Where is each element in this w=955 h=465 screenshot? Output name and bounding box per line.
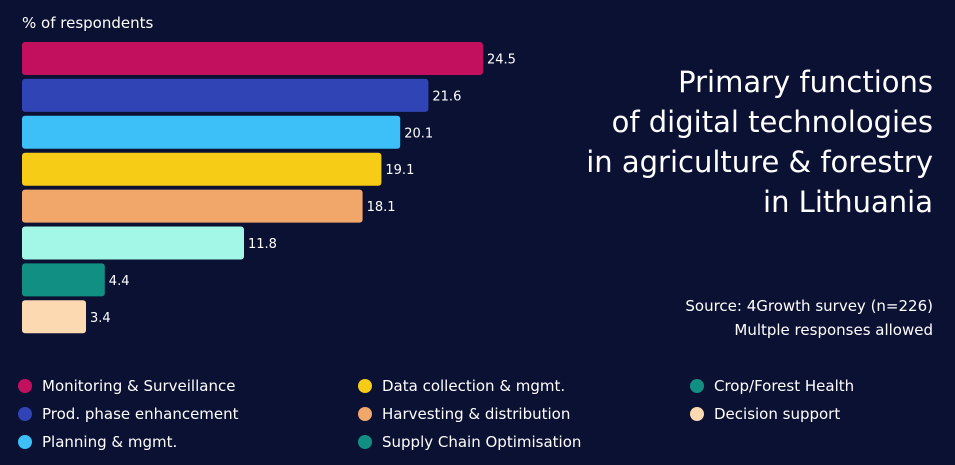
legend-item: Planning & mgmt. [18, 428, 239, 456]
bar-value-label: 21.6 [432, 89, 461, 104]
legend-label: Data collection & mgmt. [382, 377, 566, 395]
legend-column: Monitoring & Surveillance Prod. phase enh… [18, 372, 239, 456]
y-axis-label: % of respondents [22, 14, 154, 32]
bar-crop-forest-health [22, 263, 105, 297]
legend-item: Data collection & mgmt. [358, 372, 581, 400]
legend-label: Prod. phase enhancement [42, 405, 239, 423]
legend-label: Decision support [714, 405, 841, 423]
chart-title-line: of digital technologies [611, 105, 933, 139]
bar-decision-support [22, 300, 86, 334]
bar-value-label: 19.1 [385, 163, 414, 178]
legend-column: Crop/Forest Health Decision support [690, 372, 854, 428]
source-line: Multple responses allowed [734, 321, 933, 339]
legend-label: Planning & mgmt. [42, 433, 178, 451]
bar-value-label: 18.1 [367, 200, 396, 215]
bar-value-label: 20.1 [404, 126, 433, 141]
legend-dot-icon [358, 435, 372, 449]
legend-dot-icon [358, 407, 372, 421]
bar-value-label: 3.4 [90, 311, 111, 326]
bar-value-label: 4.4 [109, 274, 130, 289]
legend-item: Harvesting & distribution [358, 400, 581, 428]
legend-dot-icon [690, 379, 704, 393]
bar-chart: 24.5 21.6 20.1 19.1 18.1 11.8 4.4 3.4 [22, 42, 516, 334]
legend-item: Supply Chain Optimisation [358, 428, 581, 456]
legend-dot-icon [358, 379, 372, 393]
legend-label: Supply Chain Optimisation [382, 433, 582, 451]
legend-dot-icon [690, 407, 704, 421]
legend-column: Data collection & mgmt. Harvesting & dist… [358, 372, 581, 456]
legend-item: Crop/Forest Health [690, 372, 854, 400]
chart-title-line: in agriculture & forestry [586, 145, 933, 179]
bar-value-label: 24.5 [487, 53, 516, 68]
legend-item: Monitoring & Surveillance [18, 372, 239, 400]
bar-supply-chain-optimisation [22, 226, 244, 260]
legend-dot-icon [18, 379, 32, 393]
chart-title: Primary functions of digital technologies… [493, 62, 933, 222]
legend-dot-icon [18, 407, 32, 421]
legend-label: Monitoring & Surveillance [42, 377, 236, 395]
source-note: Source: 4Growth survey (n=226) Multple re… [553, 294, 933, 342]
legend-dot-icon [18, 435, 32, 449]
bar-harvesting-distribution [22, 189, 363, 223]
chart-title-line: in Lithuania [763, 185, 933, 219]
bar-planning-mgmt [22, 115, 401, 149]
bar-value-label: 11.8 [248, 237, 277, 252]
legend-item: Decision support [690, 400, 854, 428]
chart-title-line: Primary functions [678, 65, 933, 99]
legend-label: Harvesting & distribution [382, 405, 571, 423]
bar-monitoring-surveillance [22, 42, 483, 75]
bar-prod-phase-enhancement [22, 78, 429, 112]
legend: Monitoring & Surveillance Prod. phase enh… [18, 372, 938, 458]
source-line: Source: 4Growth survey (n=226) [685, 297, 933, 315]
bar-data-collection-mgmt [22, 152, 382, 186]
legend-label: Crop/Forest Health [714, 377, 855, 395]
legend-item: Prod. phase enhancement [18, 400, 239, 428]
